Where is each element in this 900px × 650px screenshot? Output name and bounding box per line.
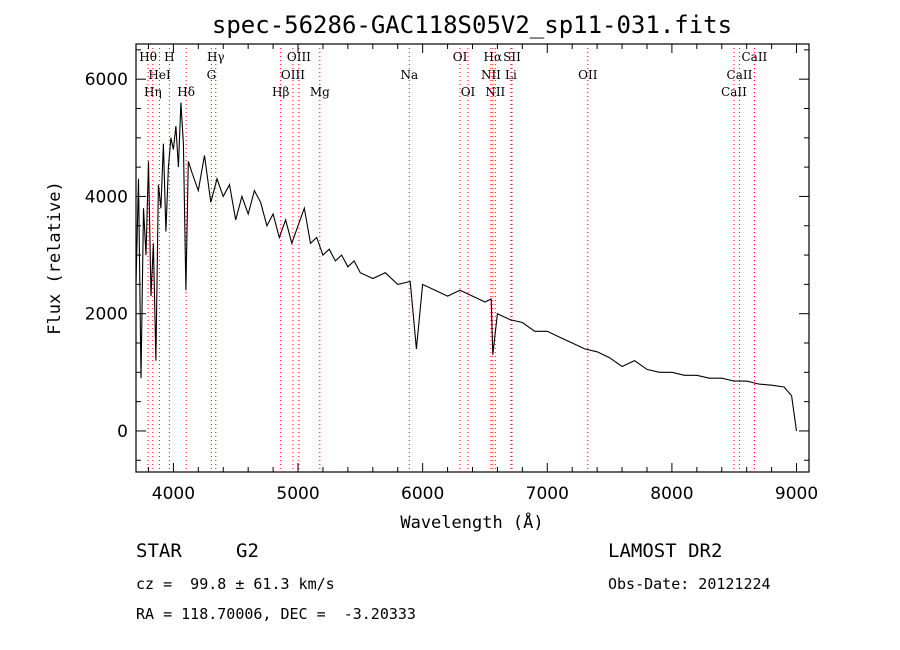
plot-frame <box>135 43 810 473</box>
spectrum-line <box>135 102 798 432</box>
y-axis-label: Flux (relative) <box>45 181 65 335</box>
survey-name: LAMOST DR2 <box>608 540 723 562</box>
line-label-14: NII <box>481 68 501 82</box>
object-type: STAR <box>136 540 182 562</box>
line-label-5: Hγ <box>207 50 225 64</box>
x-axis-label: Wavelength (Å) <box>400 511 543 533</box>
line-label-12: OI <box>453 50 468 64</box>
redshift-value: cz = 99.8 ± 61.3 km/s <box>136 575 335 593</box>
line-label-13: OI <box>461 85 476 99</box>
line-label-19: OII <box>578 68 598 82</box>
observation-date: Obs-Date: 20121224 <box>608 575 771 593</box>
x-tick-label-3: 7000 <box>526 484 569 504</box>
line-label-7: Hβ <box>272 85 289 99</box>
x-tick-label-1: 5000 <box>276 484 319 504</box>
line-label-15: Hα <box>484 50 503 64</box>
line-label-11: Na <box>400 68 418 82</box>
x-tick-label-4: 8000 <box>650 484 693 504</box>
line-label-1: Hη <box>144 85 162 99</box>
y-tick-label-0: 0 <box>117 422 128 442</box>
line-label-3: H <box>164 50 174 64</box>
y-tick-label-2: 4000 <box>85 187 128 207</box>
x-axis-ticks: 4000 5000 6000 7000 8000 9000 <box>147 44 818 504</box>
chart-title: spec-56286-GAC118S05V2_sp11-031.fits <box>212 11 732 39</box>
y-axis-ticks: 0 2000 4000 6000 <box>85 49 809 461</box>
line-label-22: CaII <box>741 50 767 64</box>
sky-coordinates: RA = 118.70006, DEC = -3.20333 <box>136 605 416 623</box>
emission-line-labels: HθHηHeIHHδHγGHβOIIIOIIIMgNaOIOINIIHαNIIS… <box>139 50 767 99</box>
line-label-18: Li <box>505 68 517 82</box>
line-label-2: HeI <box>148 68 171 82</box>
line-label-17: SII <box>503 50 521 64</box>
emission-line-markers <box>147 48 755 472</box>
line-label-0: Hθ <box>139 50 157 64</box>
line-label-16: NII <box>485 85 505 99</box>
line-label-8: OIII <box>281 68 305 82</box>
line-label-21: CaII <box>727 68 753 82</box>
line-label-10: Mg <box>310 85 330 99</box>
line-label-20: CaII <box>721 85 747 99</box>
x-tick-label-2: 6000 <box>401 484 444 504</box>
line-label-4: Hδ <box>177 85 195 99</box>
x-tick-label-5: 9000 <box>775 484 818 504</box>
line-label-9: OIII <box>287 50 311 64</box>
x-tick-label-0: 4000 <box>152 484 195 504</box>
y-tick-label-3: 6000 <box>85 70 128 90</box>
line-label-6: G <box>207 68 217 82</box>
y-tick-label-1: 2000 <box>85 305 128 325</box>
spectral-subclass: G2 <box>236 540 259 562</box>
